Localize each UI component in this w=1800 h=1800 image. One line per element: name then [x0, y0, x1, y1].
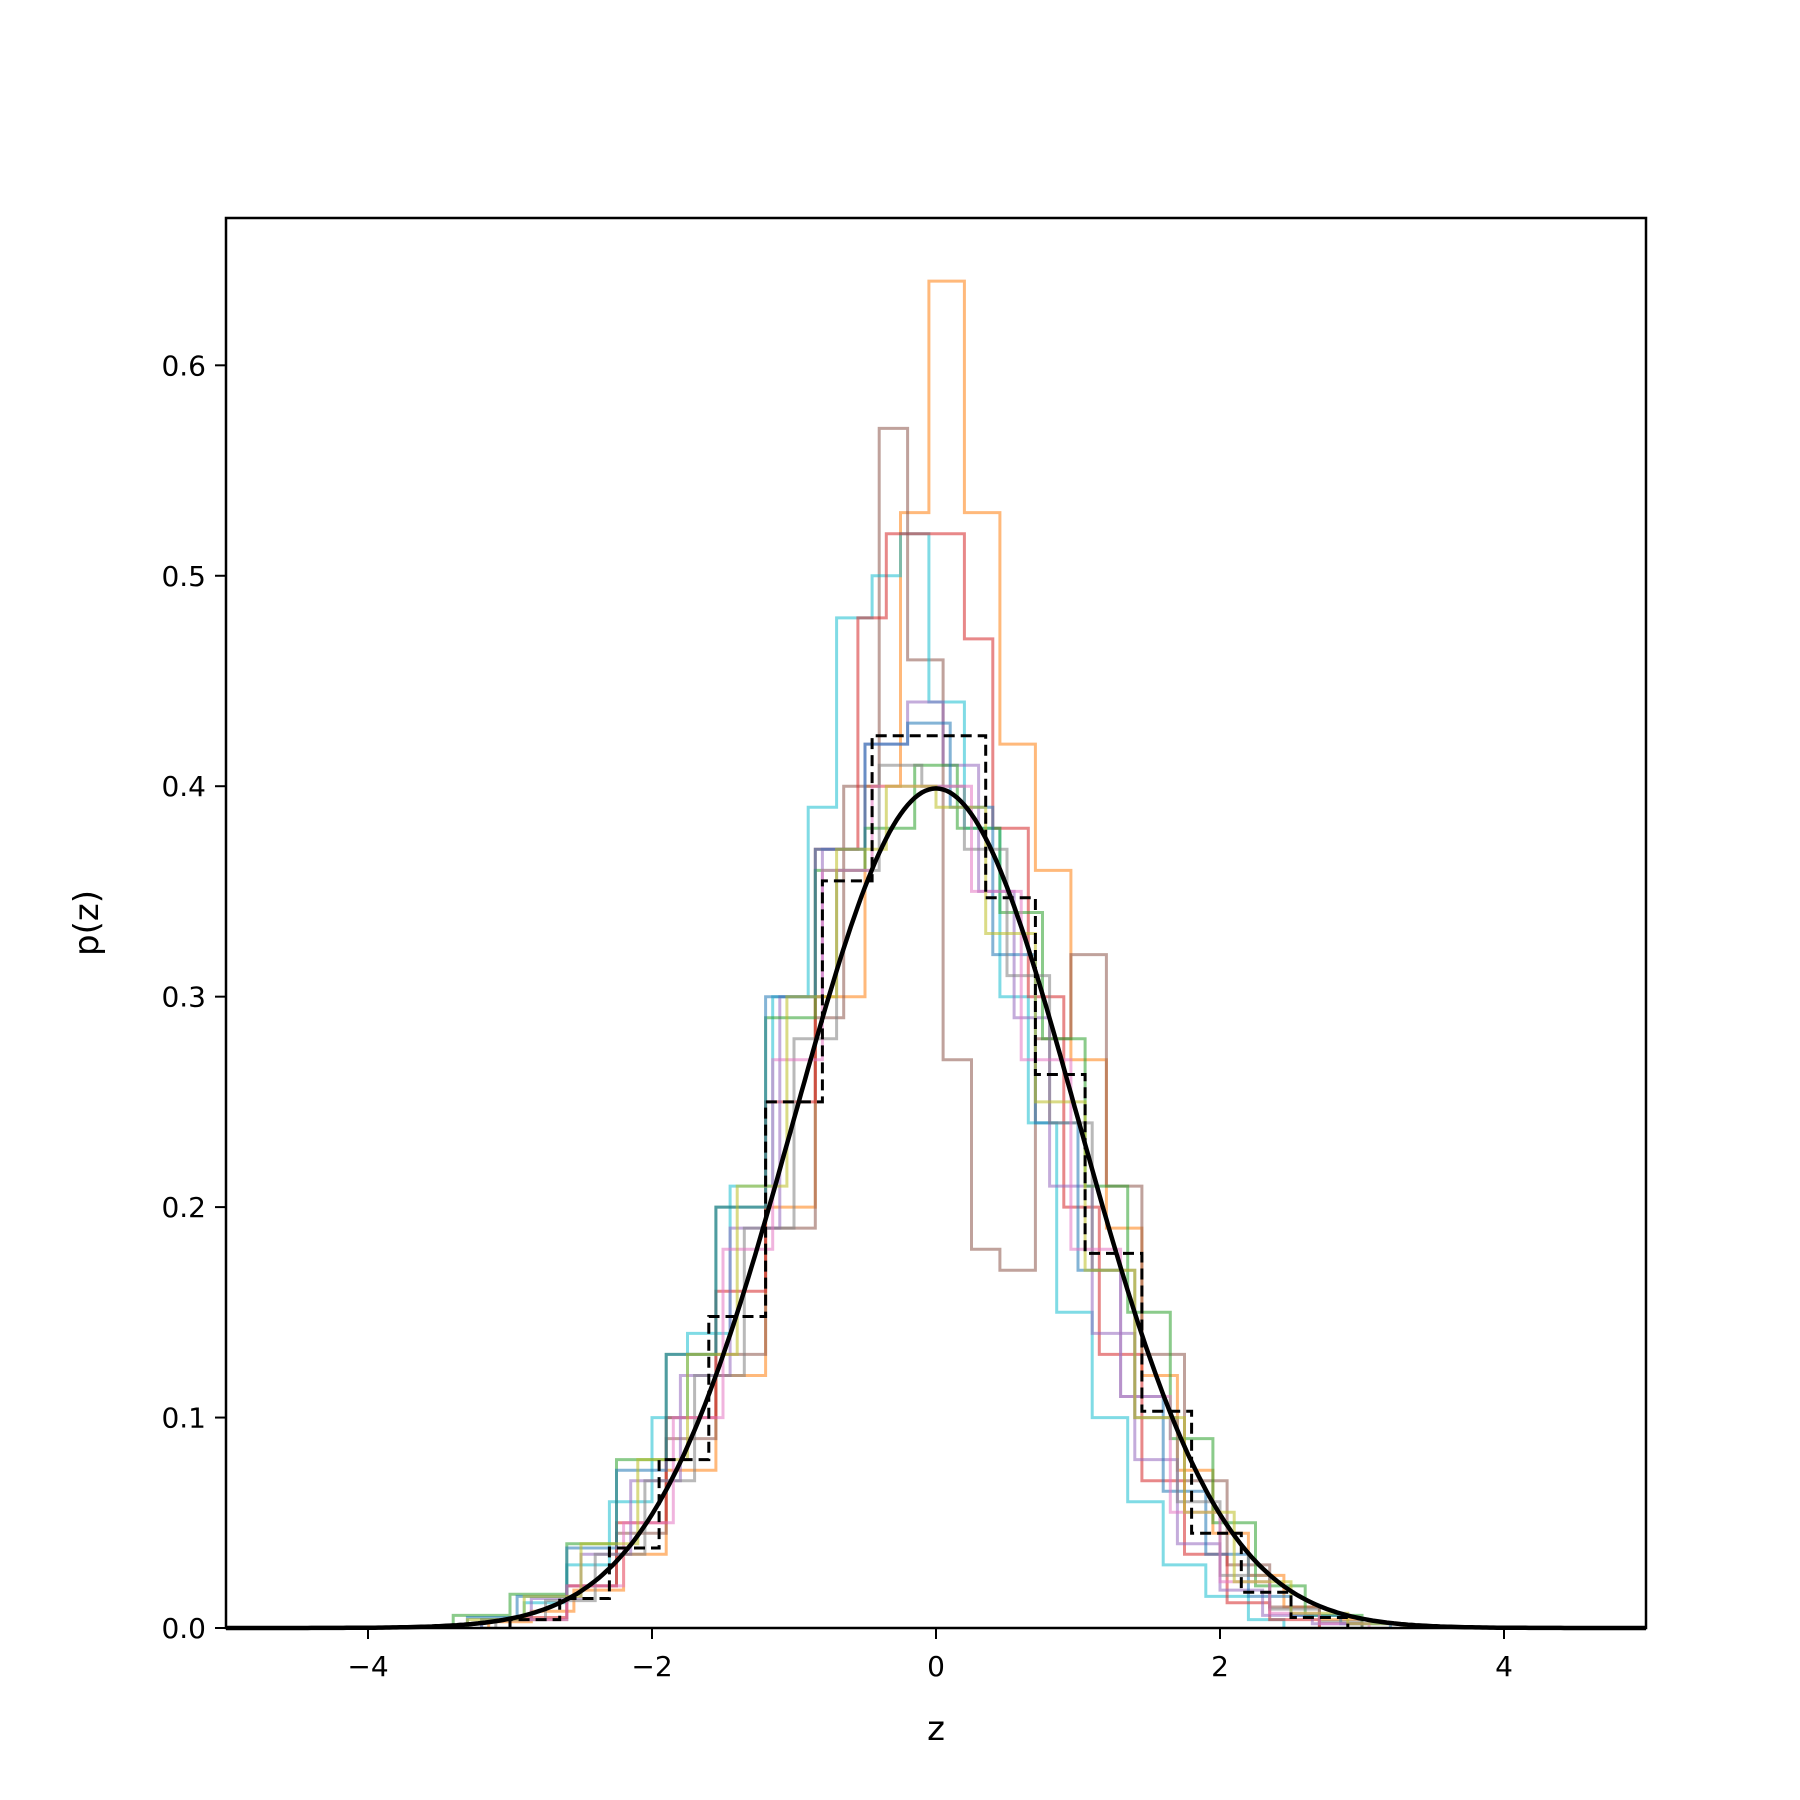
- y-tick-label: 0.2: [161, 1191, 206, 1224]
- x-tick-label: 4: [1495, 1650, 1513, 1683]
- reference-histogram-dashed: [508, 734, 1350, 1628]
- histogram-series-8: [494, 763, 1364, 1628]
- histogram-series-5: [480, 700, 1364, 1628]
- x-tick-label: 0: [927, 1650, 945, 1683]
- x-tick-label: 2: [1211, 1650, 1229, 1683]
- histogram-series-4: [508, 532, 1321, 1628]
- y-tick-label: 0.1: [161, 1402, 206, 1435]
- histogram-series-2: [508, 426, 1321, 1628]
- x-tick-label: −2: [631, 1650, 672, 1683]
- y-tick-label: 0.4: [161, 770, 206, 803]
- y-tick-label: 0.0: [161, 1612, 206, 1645]
- histogram-series-10: [465, 784, 1407, 1628]
- x-axis-label: z: [927, 1709, 945, 1749]
- plot-frame: [224, 216, 1648, 1630]
- normal-pdf-curve: [226, 786, 1646, 1631]
- x-tick-label: −4: [347, 1650, 388, 1683]
- plot-content: [226, 279, 1646, 1631]
- histogram-series-1: [487, 279, 1364, 1628]
- x-axis: −4 −2 0 2 4: [347, 1628, 1513, 1683]
- y-tick-label: 0.3: [161, 981, 206, 1014]
- y-axis-label: p(z): [67, 890, 107, 956]
- histogram-series-7: [465, 721, 1392, 1628]
- y-tick-label: 0.5: [161, 560, 206, 593]
- y-axis: 0.0 0.1 0.2 0.3 0.4 0.5 0.6: [161, 349, 226, 1645]
- y-tick-label: 0.6: [161, 349, 206, 382]
